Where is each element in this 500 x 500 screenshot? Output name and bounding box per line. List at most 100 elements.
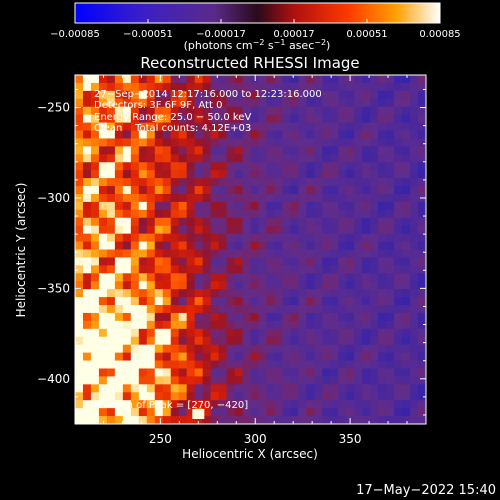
heatmap-cell [402, 297, 411, 306]
heatmap-cell [98, 368, 108, 377]
heatmap-cell [330, 201, 339, 211]
heatmap-cell [242, 384, 251, 393]
heatmap-cell [226, 170, 236, 179]
heatmap-cell [75, 209, 84, 219]
heatmap-cell [306, 368, 315, 377]
heatmap-cell [338, 305, 347, 314]
heatmap-cell [418, 170, 426, 179]
heatmap-cell [130, 249, 140, 258]
heatmap-cell [154, 162, 164, 171]
heatmap-cell [106, 416, 116, 424]
heatmap-cell [186, 265, 196, 274]
heatmap-cell [274, 178, 283, 187]
heatmap-cell [362, 106, 371, 116]
heatmap-cell [386, 122, 395, 132]
heatmap-cell [394, 162, 403, 171]
heatmap-cell [234, 130, 244, 139]
heatmap-cell [386, 146, 395, 155]
heatmap-cell [170, 312, 180, 322]
heatmap-cell [106, 114, 116, 124]
heatmap-cell [266, 98, 275, 108]
heatmap-cell [250, 408, 259, 417]
heatmap-cell [162, 360, 172, 369]
heatmap-cell [154, 193, 164, 203]
heatmap-cell [170, 225, 180, 235]
heatmap-cell [154, 289, 164, 298]
heatmap-cell [90, 408, 100, 417]
heatmap-cell [250, 384, 259, 393]
heatmap-cell [386, 352, 395, 362]
heatmap-cell [98, 384, 108, 393]
heatmap-cell [234, 273, 244, 282]
heatmap-cell [362, 249, 371, 258]
heatmap-cell [82, 82, 92, 92]
heatmap-cell [290, 273, 299, 282]
heatmap-cell [322, 75, 331, 84]
heatmap-cell [210, 416, 220, 424]
heatmap-cell [298, 233, 307, 243]
heatmap-cell [75, 281, 84, 290]
heatmap-cell [386, 225, 395, 235]
heatmap-cell [258, 368, 267, 377]
heatmap-cell [138, 217, 148, 227]
heatmap-cell [378, 106, 387, 116]
heatmap-cell [178, 114, 188, 124]
heatmap-cell [330, 352, 339, 362]
heatmap-cell [202, 305, 212, 314]
heatmap-cell [410, 130, 419, 139]
heatmap-cell [274, 312, 283, 322]
heatmap-cell [106, 233, 116, 243]
heatmap-cell [154, 225, 164, 235]
heatmap-cell [282, 233, 291, 243]
heatmap-cell [218, 392, 228, 401]
heatmap-cell [298, 312, 307, 322]
heatmap-cell [75, 75, 84, 84]
heatmap-cell [370, 360, 379, 369]
heatmap-cell [146, 368, 156, 377]
heatmap-cell [146, 90, 156, 100]
peak-position-label: Position of Peak = [270, −420] [94, 400, 248, 411]
heatmap-cell [250, 186, 259, 195]
heatmap-cell [250, 320, 259, 330]
heatmap-cell [290, 154, 299, 163]
heatmap-cell [170, 201, 180, 211]
heatmap-cell [338, 312, 347, 322]
heatmap-cell [234, 384, 244, 393]
heatmap-cell [322, 225, 331, 235]
heatmap-cell [186, 336, 196, 346]
heatmap-cell [330, 217, 339, 227]
heatmap-cell [122, 257, 132, 266]
heatmap-cell [418, 233, 426, 243]
heatmap-cell [266, 82, 275, 92]
heatmap-cell [362, 209, 371, 219]
heatmap-cell [282, 193, 291, 203]
heatmap-cell [82, 305, 92, 314]
heatmap-cell [298, 75, 307, 84]
heatmap-cell [106, 289, 116, 298]
heatmap-cell [362, 138, 371, 147]
heatmap-cell [314, 106, 323, 116]
heatmap-cell [178, 106, 188, 116]
heatmap-cell [138, 336, 148, 346]
heatmap-cell [354, 320, 363, 330]
heatmap-cell [346, 217, 355, 227]
heatmap-cell [418, 352, 426, 362]
heatmap-cell [346, 352, 355, 362]
heatmap-cell [386, 186, 395, 195]
heatmap-cell [410, 154, 419, 163]
heatmap-cell [314, 392, 323, 401]
heatmap-cell [330, 162, 339, 171]
heatmap-cell [410, 297, 419, 306]
heatmap-cell [354, 138, 363, 147]
heatmap-cell [314, 209, 323, 219]
heatmap-cell [98, 289, 108, 298]
heatmap-cell [186, 273, 196, 282]
heatmap-cell [346, 209, 355, 219]
heatmap-cell [106, 122, 116, 132]
heatmap-cell [122, 328, 132, 338]
heatmap-cell [378, 186, 387, 195]
heatmap-cell [82, 384, 92, 393]
heatmap-cell [290, 336, 299, 346]
heatmap-cell [234, 416, 244, 424]
heatmap-cell [258, 138, 267, 147]
